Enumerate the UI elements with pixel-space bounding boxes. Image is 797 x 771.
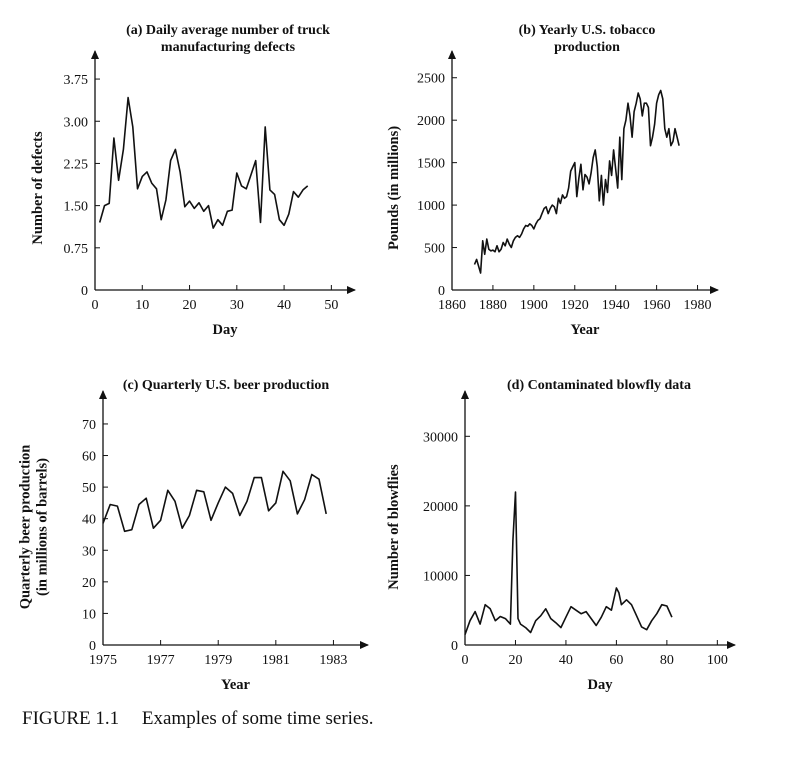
y-tick-label: 0.75 [64, 242, 89, 257]
x-tick-label: 0 [462, 653, 469, 668]
panel-d-blowfly-data: (d) Contaminated blowfly data 0 20 40 60 80 10… [386, 378, 736, 693]
y-tick-label: 20000 [423, 500, 458, 515]
y-tick-label: 70 [82, 418, 96, 433]
chart-title-line: (a) Daily average number of truck [126, 23, 330, 38]
y-tick-label: 30000 [423, 430, 458, 445]
x-tick-label: 30 [230, 298, 244, 313]
chart-title-line: (d) Contaminated blowfly data [507, 378, 691, 393]
y-axis-label-line: Quarterly beer production [18, 445, 34, 610]
x-axis-label: Day [213, 322, 239, 338]
chart-title-line: (b) Yearly U.S. tobacco [519, 23, 656, 38]
panel-c-beer-production: (c) Quarterly U.S. beer production 1975 19… [18, 378, 369, 693]
y-tick-label: 1000 [417, 199, 445, 214]
figure-caption: FIGURE 1.1 Examples of some time series. [22, 708, 374, 730]
y-tick-label: 1.50 [64, 200, 89, 215]
x-tick-label: 1975 [89, 653, 117, 668]
x-tick-label: 1980 [684, 298, 712, 313]
figure-caption-label: FIGURE 1.1 [22, 708, 120, 729]
x-tick-label: 80 [660, 653, 674, 668]
y-tick-label: 0 [451, 639, 458, 654]
y-tick-label: 0 [81, 284, 88, 299]
y-axis-label-line: Number of defects [30, 131, 46, 245]
y-tick-label: 20 [82, 576, 96, 591]
x-tick-label: 1983 [319, 653, 347, 668]
x-tick-label: 10 [135, 298, 149, 313]
chart-title-line: (c) Quarterly U.S. beer production [123, 378, 330, 393]
x-tick-label: 60 [609, 653, 623, 668]
x-tick-label: 1940 [602, 298, 630, 313]
x-tick-label: 20 [183, 298, 197, 313]
x-tick-label: 1960 [643, 298, 671, 313]
figure-caption-text: Examples of some time series. [141, 708, 374, 729]
y-axis-label-line: (in millions of barrels) [35, 458, 51, 596]
x-tick-label: 0 [92, 298, 99, 313]
x-tick-label: 40 [559, 653, 573, 668]
x-tick-label: 1900 [520, 298, 548, 313]
y-axis-label-line: Number of blowflies [386, 464, 402, 590]
chart-title-line: production [554, 40, 620, 55]
y-tick-label: 3.00 [64, 115, 89, 130]
y-tick-label: 10000 [423, 569, 458, 584]
x-tick-label: 20 [508, 653, 522, 668]
x-axis-label: Day [588, 677, 614, 693]
y-tick-label: 3.75 [64, 73, 89, 88]
x-tick-label: 50 [324, 298, 338, 313]
panel-a-truck-defects: (a) Daily average number of truck manufac… [30, 23, 356, 338]
y-tick-label: 500 [424, 242, 445, 257]
y-tick-label: 50 [82, 481, 96, 496]
x-tick-label: 100 [707, 653, 728, 668]
y-axis-label-line: Pounds (in millions) [386, 126, 402, 250]
x-tick-label: 40 [277, 298, 291, 313]
y-tick-label: 10 [82, 607, 96, 622]
y-tick-label: 0 [438, 284, 445, 299]
y-tick-label: 0 [89, 639, 96, 654]
panel-b-tobacco-production: (b) Yearly U.S. tobacco production 1860 188… [386, 23, 719, 338]
series-line [464, 491, 673, 635]
x-axis-label: Year [571, 322, 601, 338]
x-tick-label: 1979 [204, 653, 232, 668]
y-tick-label: 2500 [417, 72, 445, 87]
series-line [102, 470, 327, 533]
y-tick-label: 2.25 [64, 157, 89, 172]
y-tick-label: 60 [82, 450, 96, 465]
chart-title-line: manufacturing defects [161, 40, 296, 55]
series-line [98, 96, 309, 229]
x-tick-label: 1920 [561, 298, 589, 313]
y-tick-label: 40 [82, 513, 96, 528]
x-tick-label: 1860 [438, 298, 466, 313]
y-tick-label: 1500 [417, 157, 445, 172]
y-tick-label: 30 [82, 544, 96, 559]
x-tick-label: 1880 [479, 298, 507, 313]
x-tick-label: 1977 [147, 653, 175, 668]
y-tick-label: 2000 [417, 114, 445, 129]
series-line [473, 89, 680, 274]
x-tick-label: 1981 [262, 653, 290, 668]
x-axis-label: Year [221, 677, 251, 693]
